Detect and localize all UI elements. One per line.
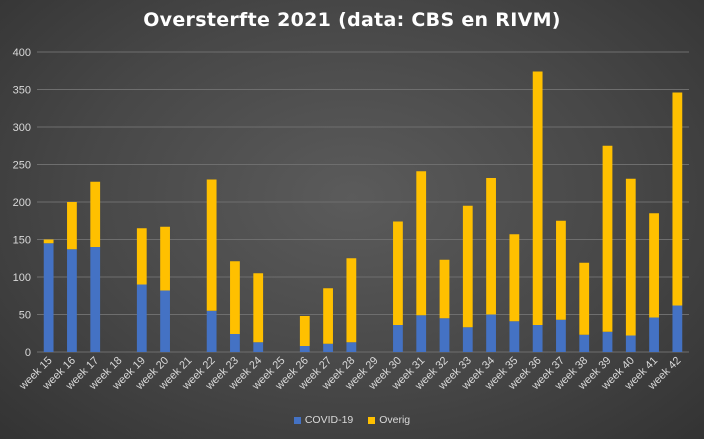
y-tick-label: 150: [13, 235, 31, 247]
bar-overig-week-26: [299, 316, 310, 346]
bar-covid-19-week-16: [67, 249, 77, 352]
legend-label-covid: COVID-19: [304, 414, 354, 426]
bar-overig-week-33: [462, 205, 473, 328]
bar-covid-19-week-40: [625, 335, 636, 352]
y-tick-label: 250: [13, 160, 31, 172]
bar-covid-19-week-17: [90, 247, 101, 352]
bar-covid-19-week-30: [393, 325, 403, 352]
bar-covid-19-week-20: [160, 290, 170, 352]
legend-swatch-overig: [368, 416, 376, 424]
bar-overig-week-31: [416, 171, 427, 316]
bar-overig-week-16: [67, 202, 77, 250]
bar-covid-19-week-39: [602, 331, 613, 352]
y-tick-label: 400: [13, 47, 31, 59]
bar-overig-week-34: [486, 178, 496, 315]
legend: COVID-19 Overig: [0, 414, 704, 427]
legend-item-covid: COVID-19: [293, 414, 354, 426]
bar-overig-week-22: [206, 179, 217, 311]
bar-covid-19-week-41: [649, 317, 659, 352]
bar-covid-19-week-31: [416, 315, 427, 352]
bar-overig-week-19: [136, 228, 147, 285]
bar-overig-week-30: [393, 221, 403, 325]
bar-overig-week-38: [579, 262, 590, 335]
bar-overig-week-36: [532, 71, 543, 325]
bar-covid-19-week-28: [346, 342, 357, 352]
bar-covid-19-week-33: [462, 327, 473, 352]
bar-overig-week-20: [160, 226, 170, 291]
bar-overig-week-23: [230, 261, 240, 334]
bar-covid-19-week-15: [43, 243, 54, 352]
bar-overig-week-35: [509, 234, 520, 322]
bar-covid-19-week-23: [230, 334, 240, 352]
bar-covid-19-week-34: [486, 314, 496, 352]
bar-overig-week-39: [602, 145, 613, 332]
chart-title: Oversterfte 2021 (data: CBS en RIVM): [143, 9, 561, 31]
bar-overig-week-42: [672, 92, 683, 306]
bar-covid-19-week-22: [206, 310, 217, 352]
y-tick-label: 350: [13, 85, 31, 97]
y-tick-label: 300: [13, 122, 31, 134]
bar-covid-19-week-38: [579, 334, 590, 352]
bar-covid-19-week-27: [323, 343, 333, 352]
bar-covid-19-week-19: [136, 284, 147, 352]
bar-overig-week-17: [90, 181, 101, 247]
legend-item-overig: Overig: [368, 414, 410, 426]
bar-covid-19-week-35: [509, 321, 520, 352]
bar-covid-19-week-32: [439, 318, 450, 352]
legend-label-overig: Overig: [379, 414, 411, 426]
bar-overig-week-15: [43, 239, 54, 244]
bar-overig-week-28: [346, 258, 357, 343]
legend-swatch-covid: [293, 416, 301, 424]
bar-overig-week-41: [649, 213, 659, 318]
bar-overig-week-40: [625, 178, 636, 336]
bar-covid-19-week-24: [253, 342, 264, 352]
bar-covid-19-week-36: [532, 325, 543, 352]
y-tick-label: 0: [25, 347, 31, 359]
y-tick-label: 200: [13, 197, 31, 209]
y-tick-label: 100: [13, 272, 31, 284]
bar-overig-week-24: [253, 273, 264, 343]
bar-overig-week-37: [556, 220, 566, 320]
bar-covid-19-week-37: [556, 319, 566, 352]
y-tick-label: 50: [19, 310, 31, 322]
bar-overig-week-32: [439, 259, 450, 319]
bar-overig-week-27: [323, 288, 333, 344]
bar-covid-19-week-42: [672, 305, 683, 352]
bar-covid-19-week-26: [299, 346, 310, 352]
